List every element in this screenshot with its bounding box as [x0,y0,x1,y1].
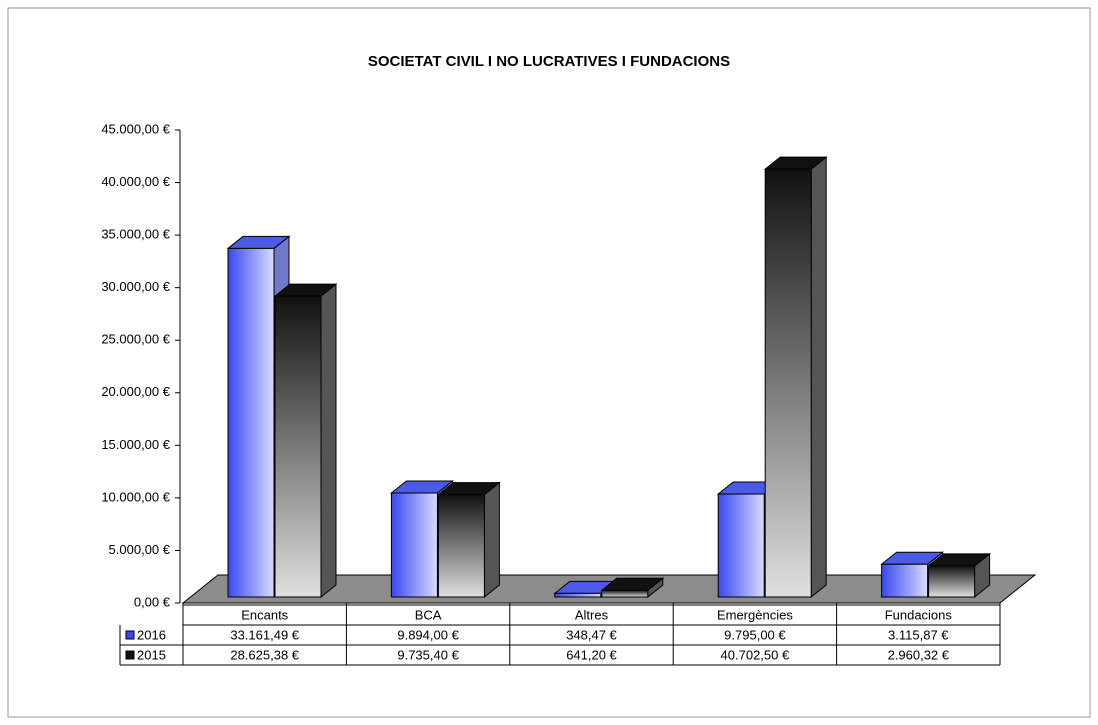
y-tick-label: 0,00 € [134,594,171,609]
y-tick-label: 10.000,00 € [101,489,170,504]
bar-side [320,283,337,599]
y-tick-label: 25.000,00 € [101,332,170,347]
legend-label: 2015 [137,647,166,662]
x-tick-label: Fundacions [885,607,953,622]
y-tick-label: 20.000,00 € [101,384,170,399]
table-value: 40.702,50 € [721,647,790,662]
table-value: 641,20 € [566,647,617,662]
table-value: 9.894,00 € [397,627,459,642]
bar-side [483,481,500,599]
bar [928,565,976,598]
bar [227,247,275,598]
y-tick-label: 40.000,00 € [101,174,170,189]
bar [437,494,485,598]
table-value: 28.625,38 € [230,647,299,662]
legend-swatch [125,630,135,640]
bar [601,589,649,598]
bar [764,168,812,598]
bar-side [810,156,827,599]
table-value: 33.161,49 € [230,627,299,642]
legend-swatch [125,650,135,660]
bar [274,295,322,598]
y-tick-label: 45.000,00 € [101,121,170,136]
bar [390,492,438,598]
bar [554,592,602,598]
x-tick-label: Emergències [717,607,793,622]
x-tick-label: BCA [415,607,442,622]
table-value: 3.115,87 € [888,627,949,642]
bar [881,563,929,598]
y-tick-label: 15.000,00 € [101,437,170,452]
x-tick-label: Altres [575,607,609,622]
table-value: 2.960,32 € [888,647,950,662]
bar [717,493,765,598]
chart-title: SOCIETAT CIVIL I NO LUCRATIVES I FUNDACI… [368,53,730,70]
y-tick-label: 30.000,00 € [101,279,170,294]
table-value: 9.735,40 € [397,647,459,662]
table-value: 9.795,00 € [724,627,786,642]
y-tick-label: 5.000,00 € [109,542,171,557]
legend-label: 2016 [137,627,166,642]
table-value: 348,47 € [566,627,617,642]
x-tick-label: Encants [241,607,288,622]
y-tick-label: 35.000,00 € [101,227,170,242]
